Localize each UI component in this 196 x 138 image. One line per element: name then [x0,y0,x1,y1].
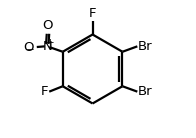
Text: O: O [23,41,34,54]
Text: Br: Br [138,40,153,53]
Text: F: F [89,7,96,20]
Text: O: O [43,19,53,32]
Text: N: N [42,40,52,53]
Text: +: + [46,38,54,48]
Text: F: F [41,85,49,98]
Text: −: − [26,45,35,55]
Text: Br: Br [138,85,153,98]
